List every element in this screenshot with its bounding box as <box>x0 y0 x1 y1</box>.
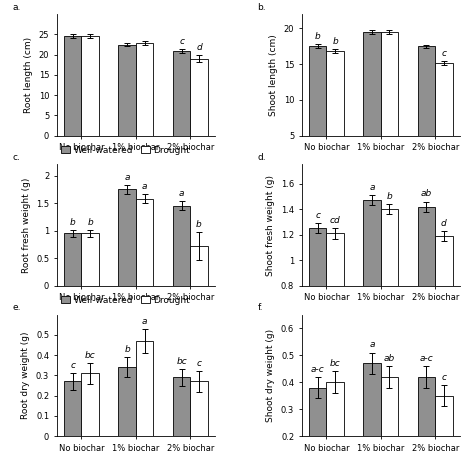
Bar <box>435 396 453 474</box>
Bar <box>136 199 153 286</box>
Text: ab: ab <box>421 190 432 199</box>
Bar <box>327 382 344 474</box>
Text: a.: a. <box>13 3 21 12</box>
Text: b: b <box>124 345 130 354</box>
Bar <box>82 233 99 286</box>
Text: a: a <box>124 173 130 182</box>
Bar <box>173 51 190 136</box>
Bar <box>364 32 381 171</box>
Bar <box>309 46 327 171</box>
Text: f.: f. <box>257 303 263 312</box>
Text: bc: bc <box>85 351 96 360</box>
Text: a: a <box>142 182 147 191</box>
Bar <box>64 233 82 286</box>
Text: c: c <box>441 373 447 382</box>
Bar <box>190 382 208 436</box>
Bar <box>64 36 82 136</box>
Text: a: a <box>369 183 375 192</box>
Bar <box>435 63 453 171</box>
Bar <box>381 377 398 474</box>
Bar <box>82 36 99 136</box>
Text: a-c: a-c <box>419 354 433 363</box>
Text: a: a <box>142 317 147 326</box>
Bar <box>381 32 398 171</box>
Text: bc: bc <box>176 357 187 366</box>
Text: e.: e. <box>13 303 21 312</box>
Text: bc: bc <box>330 359 340 368</box>
Bar <box>118 45 136 136</box>
Bar <box>381 209 398 388</box>
Text: a: a <box>179 190 184 199</box>
Bar <box>418 377 435 474</box>
Text: c: c <box>70 361 75 370</box>
Text: cd: cd <box>330 216 340 225</box>
Bar <box>190 59 208 136</box>
Bar <box>364 200 381 388</box>
Y-axis label: Root length (cm): Root length (cm) <box>24 37 33 113</box>
Legend: Well-watered, Drought: Well-watered, Drought <box>62 146 190 155</box>
Text: d.: d. <box>257 153 266 162</box>
Text: b: b <box>70 218 76 227</box>
Bar <box>435 236 453 388</box>
Text: b: b <box>315 32 320 41</box>
Y-axis label: Root fresh weight (g): Root fresh weight (g) <box>21 177 30 273</box>
Text: d: d <box>196 43 202 52</box>
Y-axis label: Shoot dry weight (g): Shoot dry weight (g) <box>266 329 275 422</box>
Text: c: c <box>441 48 447 57</box>
Bar <box>173 206 190 286</box>
Text: c: c <box>197 359 201 368</box>
Y-axis label: Shoot fresh weight (g): Shoot fresh weight (g) <box>266 174 275 276</box>
Text: a: a <box>369 340 375 349</box>
Text: c: c <box>179 36 184 46</box>
Text: c.: c. <box>13 153 20 162</box>
Text: b: b <box>87 218 93 227</box>
Bar <box>327 51 344 171</box>
Text: b: b <box>332 37 338 46</box>
Bar <box>327 234 344 388</box>
Bar <box>82 374 99 436</box>
Bar <box>173 377 190 436</box>
Text: c: c <box>315 211 320 220</box>
Bar <box>190 246 208 286</box>
Bar <box>118 367 136 436</box>
Bar <box>136 43 153 136</box>
Text: b: b <box>387 192 392 201</box>
Bar <box>418 207 435 388</box>
Bar <box>136 341 153 436</box>
Y-axis label: Shoot length (cm): Shoot length (cm) <box>269 34 278 116</box>
Bar <box>309 388 327 474</box>
Text: b: b <box>196 220 202 229</box>
Bar <box>64 382 82 436</box>
Y-axis label: Root dry weight (g): Root dry weight (g) <box>21 332 30 419</box>
Bar <box>309 228 327 388</box>
Bar <box>364 363 381 474</box>
Text: b.: b. <box>257 3 266 12</box>
Text: d: d <box>441 219 447 228</box>
Text: ab: ab <box>384 354 395 363</box>
Bar <box>118 189 136 286</box>
Bar <box>418 46 435 171</box>
Text: a-c: a-c <box>311 365 325 374</box>
Legend: Well-watered, Drought: Well-watered, Drought <box>62 296 190 305</box>
